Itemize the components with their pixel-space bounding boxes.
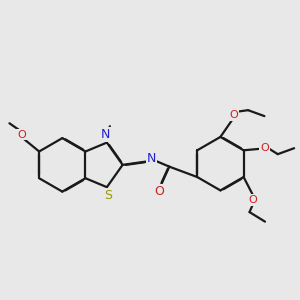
Text: N: N <box>147 152 156 165</box>
Text: S: S <box>104 189 112 202</box>
Text: O: O <box>17 130 26 140</box>
Text: O: O <box>230 110 239 120</box>
Text: N: N <box>101 128 110 141</box>
Text: O: O <box>154 185 164 198</box>
Text: O: O <box>249 195 257 205</box>
Text: O: O <box>260 143 269 153</box>
